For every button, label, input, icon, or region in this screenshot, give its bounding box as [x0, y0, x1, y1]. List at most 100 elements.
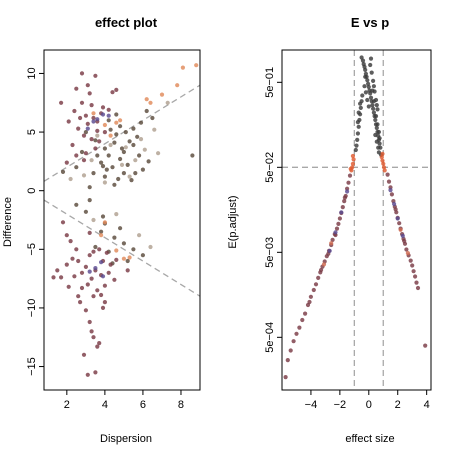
data-point [106, 113, 111, 118]
x-tick-label: 4 [424, 399, 430, 411]
data-point [368, 56, 374, 61]
x-axis: 2 4 6 8 [64, 390, 184, 411]
data-point [350, 161, 355, 166]
data-point [144, 108, 149, 114]
x-tick-label: 6 [140, 399, 146, 411]
y-tick-label: 0 [26, 188, 38, 194]
y-axis-label: Difference [2, 197, 14, 247]
data-point [100, 112, 106, 117]
data-point [342, 195, 347, 200]
y-tick-label: 5 [26, 129, 38, 135]
data-point [375, 107, 380, 112]
data-point [345, 189, 350, 194]
data-point [64, 262, 69, 267]
data-point [91, 115, 96, 121]
data-point [91, 171, 96, 176]
data-point [358, 105, 363, 110]
x-tick-label: 0 [366, 399, 372, 411]
data-point [337, 216, 342, 221]
data-point [64, 160, 69, 165]
data-point [108, 133, 113, 138]
data-point [389, 192, 394, 197]
data-point [379, 155, 384, 160]
data-point [91, 111, 96, 116]
data-point [127, 255, 132, 260]
data-point [365, 97, 370, 103]
data-point [74, 153, 79, 158]
data-point [70, 142, 75, 148]
plot-frame [43, 49, 201, 391]
data-point [87, 198, 92, 203]
data-point [91, 217, 96, 223]
reference-line [43, 199, 201, 297]
data-point [89, 276, 94, 281]
data-point [95, 117, 100, 122]
data-point [288, 348, 293, 353]
data-point [152, 127, 157, 132]
data-point [97, 247, 102, 252]
data-point [114, 120, 119, 125]
data-point [83, 113, 88, 118]
reference-lines [43, 84, 201, 297]
data-point [121, 256, 126, 261]
data-point [81, 352, 87, 357]
data-point [87, 91, 92, 96]
data-point [74, 202, 79, 207]
data-point [89, 103, 94, 108]
x-tick-label: −2 [334, 399, 347, 411]
data-point [106, 107, 111, 112]
data-point [354, 143, 359, 148]
data-point [358, 101, 363, 106]
data-point [356, 110, 361, 115]
data-point [356, 124, 361, 129]
data-point [133, 158, 138, 163]
data-point [175, 83, 180, 88]
data-point [342, 199, 347, 204]
data-point [311, 287, 316, 293]
data-point [91, 294, 96, 299]
y-tick-label: 5e−02 [264, 152, 276, 183]
data-point [368, 95, 374, 100]
data-point [125, 268, 130, 273]
data-point [127, 174, 132, 179]
effect-plot-title: effect plot [95, 15, 158, 30]
data-point [123, 145, 128, 150]
data-point [59, 275, 64, 280]
data-point [397, 221, 402, 226]
data-point [93, 370, 98, 375]
data-point [135, 134, 140, 139]
data-point [303, 311, 308, 316]
data-point [112, 277, 117, 282]
y-tick-label: 10 [26, 67, 38, 79]
data-point [413, 274, 418, 279]
data-point [142, 147, 147, 152]
data-point [137, 233, 142, 238]
data-point [121, 241, 126, 246]
data-point [100, 305, 106, 310]
data-point [334, 226, 340, 231]
y-axis: 5e−01 5e−02 5e−03 5e−04 [264, 67, 282, 353]
data-point [72, 108, 77, 114]
data-point [114, 87, 119, 92]
data-point [376, 129, 381, 135]
data-point [194, 63, 199, 68]
data-point [108, 142, 113, 148]
data-point [60, 220, 66, 225]
data-point [60, 169, 66, 174]
y-tick-label: 5e−04 [264, 322, 276, 353]
data-point [165, 100, 170, 105]
data-point [76, 126, 81, 131]
y-axis-label: E(p.adjust) [227, 195, 239, 248]
data-point [102, 180, 107, 185]
data-point [380, 158, 385, 163]
data-point [89, 329, 94, 334]
data-point [87, 269, 92, 274]
data-point [93, 146, 98, 151]
data-point [148, 100, 153, 105]
data-point [87, 230, 92, 235]
y-tick-label: −15 [26, 357, 38, 376]
data-point [140, 167, 145, 172]
data-point [374, 139, 379, 144]
data-point [340, 205, 345, 210]
